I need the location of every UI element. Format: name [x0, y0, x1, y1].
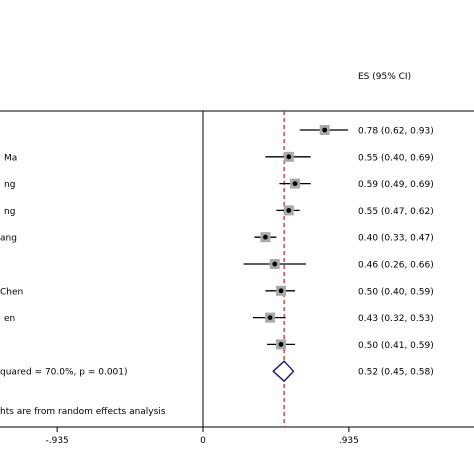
point-estimate [322, 127, 328, 133]
point-estimate [292, 181, 298, 187]
study-label: ng [4, 180, 15, 190]
es-ci-text: 0.78 (0.62, 0.93) [358, 127, 434, 137]
point-estimate [263, 234, 268, 240]
study-label: ang [0, 234, 17, 244]
es-ci-text: 0.50 (0.41, 0.59) [358, 341, 434, 351]
x-tick-label: .935 [339, 436, 359, 446]
es-ci-text: 0.50 (0.40, 0.59) [358, 287, 434, 297]
study-label: ng [4, 207, 15, 217]
point-estimate [278, 342, 284, 347]
footnote: hts are from random effects analysis [0, 407, 166, 417]
x-tick-label: 0 [200, 436, 206, 446]
study-label: Ma [4, 153, 17, 163]
es-ci-text: 0.55 (0.40, 0.69) [358, 153, 434, 163]
point-estimate [278, 288, 284, 294]
study-label: en [4, 314, 15, 324]
es-ci-text: 0.46 (0.26, 0.66) [358, 261, 434, 271]
overall-es-text: 0.52 (0.45, 0.58) [358, 368, 434, 378]
point-estimate [267, 315, 273, 320]
point-estimate [272, 261, 278, 267]
es-ci-text: 0.43 (0.32, 0.53) [358, 314, 434, 324]
overall-label: quared = 70.0%, p = 0.001) [0, 368, 128, 378]
x-tick-label: -.935 [45, 436, 68, 446]
point-estimate [286, 208, 292, 213]
es-ci-text: 0.59 (0.49, 0.69) [358, 180, 434, 190]
overall-diamond [272, 360, 295, 383]
point-estimate [286, 154, 292, 160]
es-ci-text: 0.40 (0.33, 0.47) [358, 234, 434, 244]
es-column-header: ES (95% CI) [358, 72, 411, 82]
es-ci-text: 0.55 (0.47, 0.62) [358, 207, 434, 217]
study-label: Chen [0, 287, 23, 297]
